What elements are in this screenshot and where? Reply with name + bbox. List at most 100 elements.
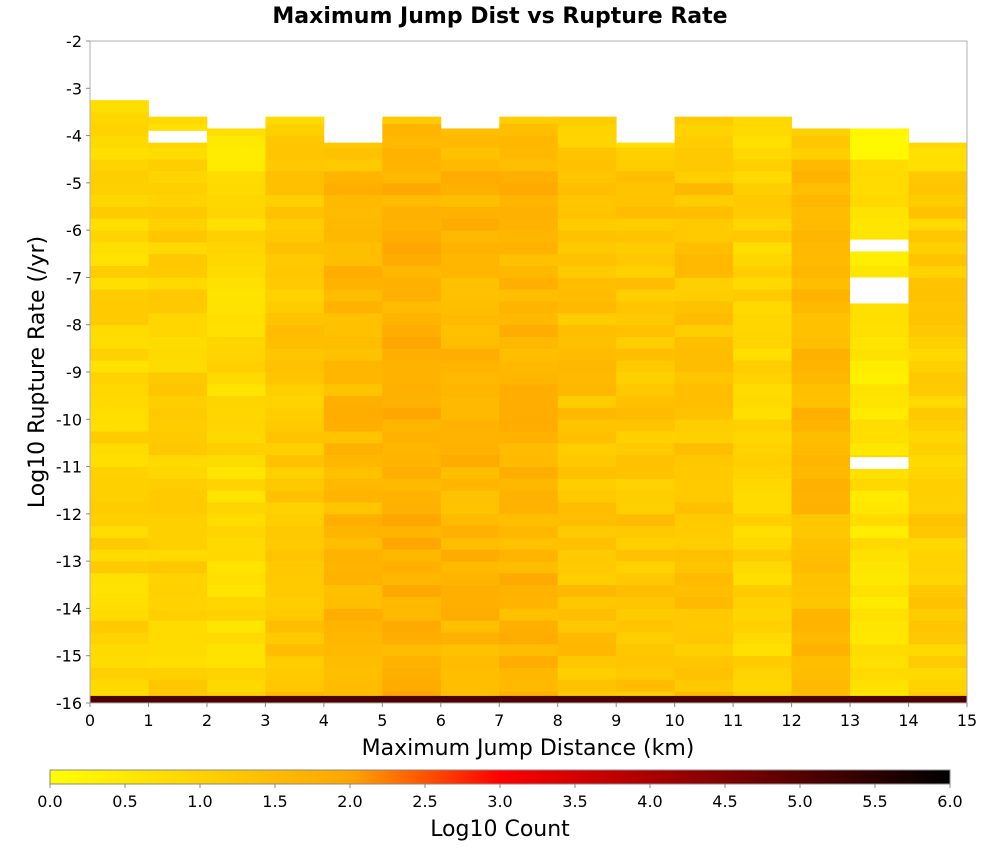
heatmap-cell: [382, 643, 442, 657]
heatmap-cell: [908, 608, 968, 621]
heatmap-cell: [265, 395, 325, 408]
heatmap-cell: [499, 360, 559, 373]
heatmap-cell: [382, 584, 442, 598]
heatmap-cell: [90, 584, 149, 598]
heatmap-cell: [908, 442, 968, 456]
heatmap-cell: [382, 182, 442, 196]
heatmap-cell: [908, 171, 968, 184]
heatmap-cell: [148, 490, 208, 503]
heatmap-cell: [557, 454, 617, 467]
heatmap-cell: [148, 643, 208, 657]
heatmap-cell: [499, 194, 559, 207]
heatmap-cell: [850, 128, 909, 136]
heatmap-cell: [265, 608, 325, 621]
y-tick-label: -13: [56, 552, 82, 571]
heatmap-cell: [206, 277, 266, 290]
heatmap-cell: [440, 241, 500, 255]
heatmap-cell: [265, 632, 325, 645]
heatmap-cell: [148, 596, 208, 609]
heatmap-cell: [206, 147, 266, 160]
heatmap-cell: [382, 312, 442, 326]
heatmap-cell: [382, 572, 442, 586]
heatmap-cell: [499, 502, 559, 515]
heatmap-cell: [908, 206, 968, 219]
heatmap-cell: [90, 655, 149, 668]
heatmap-cell: [206, 218, 266, 231]
heatmap-cell: [557, 289, 617, 302]
heatmap-cell: [557, 253, 617, 267]
heatmap-cell: [265, 171, 325, 184]
heatmap-cell: [265, 442, 325, 456]
y-tick-label: -4: [66, 127, 82, 146]
heatmap-cell: [850, 679, 909, 692]
heatmap-cell: [148, 116, 208, 125]
heatmap-cell: [616, 419, 676, 432]
heatmap-cell: [850, 348, 909, 361]
heatmap-cell: [674, 655, 734, 668]
heatmap-cell: [499, 431, 559, 444]
heatmap-cell: [733, 230, 792, 243]
heatmap-cell: [791, 502, 851, 515]
colorbar-tick-label: 1.5: [262, 792, 287, 811]
heatmap-cell: [791, 230, 851, 243]
heatmap-cell: [850, 466, 909, 479]
heatmap-cell: [323, 478, 383, 491]
heatmap-cell: [791, 431, 851, 444]
heatmap-cell: [674, 171, 734, 184]
heatmap-cell: [557, 466, 617, 479]
y-tick-label: -5: [66, 174, 82, 193]
heatmap-cell: [90, 171, 149, 184]
heatmap-cell: [90, 301, 149, 314]
heatmap-cell: [674, 348, 734, 361]
heatmap-cell: [148, 348, 208, 361]
heatmap-cell: [908, 383, 968, 397]
heatmap-cell: [850, 572, 909, 586]
heatmap-cell: [557, 679, 617, 692]
heatmap-cell: [557, 419, 617, 432]
heatmap-cell: [206, 537, 266, 550]
heatmap-cell: [616, 206, 676, 219]
heatmap-cell: [557, 206, 617, 219]
heatmap-cell: [674, 419, 734, 432]
heatmap-cell: [616, 372, 676, 385]
heatmap-cell: [440, 655, 500, 668]
heatmap-cell: [148, 241, 208, 255]
heatmap-cell: [499, 182, 559, 196]
heatmap-cell: [791, 442, 851, 456]
heatmap-cell: [265, 620, 325, 633]
heatmap-cell: [908, 620, 968, 633]
heatmap-cell: [206, 348, 266, 361]
heatmap-cell: [850, 171, 909, 184]
heatmap-cell: [90, 502, 149, 515]
heatmap-cell: [791, 218, 851, 231]
heatmap-cell: [323, 679, 383, 692]
heatmap-cell: [499, 442, 559, 456]
heatmap-cell: [908, 561, 968, 574]
heatmap-cell: [499, 123, 559, 136]
heatmap-cell: [323, 655, 383, 668]
heatmap-cell: [557, 561, 617, 574]
heatmap-cell: [440, 419, 500, 432]
heatmap-cell: [791, 513, 851, 527]
heatmap-cell: [440, 128, 500, 136]
heatmap-cell: [733, 478, 792, 491]
heatmap-cell: [674, 159, 734, 172]
heatmap-cell: [674, 372, 734, 385]
heatmap-cell: [499, 525, 559, 538]
heatmap-cell: [908, 159, 968, 172]
heatmap-cell: [440, 490, 500, 503]
heatmap-cell: [90, 218, 149, 231]
heatmap-cell: [674, 395, 734, 408]
heatmap-cell: [206, 230, 266, 243]
heatmap-cell: [850, 431, 909, 444]
heatmap-cell: [265, 454, 325, 467]
heatmap-cell: [206, 442, 266, 456]
chart-title: Maximum Jump Dist vs Rupture Rate: [272, 4, 727, 29]
heatmap-cell: [674, 324, 734, 337]
heatmap-cell: [616, 395, 676, 408]
heatmap-cell: [323, 466, 383, 479]
heatmap-cell: [674, 301, 734, 314]
heatmap-cell: [148, 194, 208, 207]
empty-bin: [850, 277, 909, 304]
heatmap-cell: [206, 265, 266, 278]
